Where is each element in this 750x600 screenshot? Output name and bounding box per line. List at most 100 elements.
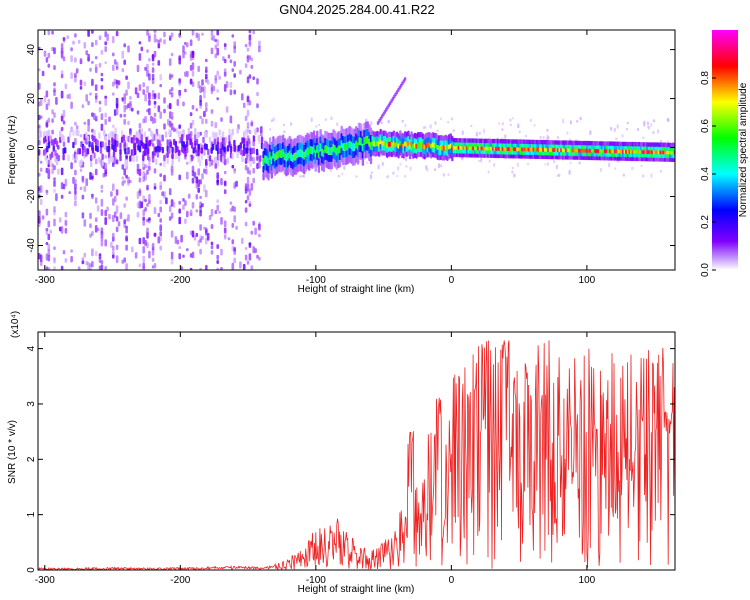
heatmap-cell [136, 211, 140, 218]
heatmap-cell [148, 101, 151, 105]
heatmap-cell [91, 248, 94, 257]
heatmap-cell [202, 136, 205, 144]
heatmap-cell [337, 175, 340, 178]
heatmap-cell [440, 164, 443, 168]
heatmap-cell [214, 210, 218, 215]
heatmap-cell [45, 57, 49, 63]
heatmap-cell [170, 212, 174, 219]
heatmap-cell [191, 70, 195, 77]
heatmap-cell [39, 130, 42, 138]
heatmap-cell [546, 134, 549, 140]
heatmap-cell [397, 165, 400, 171]
heatmap-cell [227, 54, 231, 59]
heatmap-cell [429, 124, 432, 129]
heatmap-cell [330, 116, 333, 121]
heatmap-cell [201, 32, 204, 36]
heatmap-cell [138, 146, 142, 153]
heatmap-cell [625, 127, 628, 131]
heatmap-cell [78, 148, 82, 155]
heatmap-cell [94, 115, 98, 120]
heatmap-cell [77, 39, 81, 44]
heatmap-cell [53, 257, 56, 261]
heatmap-cell [256, 91, 259, 97]
heatmap-cell [62, 141, 66, 147]
heatmap-cell [250, 230, 254, 235]
heatmap-cell [60, 92, 64, 97]
heatmap-cell [94, 84, 98, 92]
heatmap-cell [241, 93, 244, 101]
heatmap-cell [74, 33, 77, 38]
heatmap-cell [39, 185, 43, 193]
heatmap-cell [94, 95, 98, 101]
heatmap-cell [96, 139, 99, 147]
figure-title: GN04.2025.284.00.41.R22 [279, 2, 434, 17]
heatmap-cell [100, 72, 104, 77]
heatmap-cell [392, 171, 395, 175]
heatmap-cell [123, 179, 126, 184]
heatmap-cell [148, 162, 151, 166]
heatmap-cell [72, 40, 75, 45]
heatmap-cell [178, 216, 181, 225]
heatmap-cell [566, 131, 569, 135]
heatmap-cell [38, 82, 41, 90]
heatmap-cell [205, 66, 208, 73]
heatmap-cell [55, 193, 58, 202]
heatmap-cell [51, 151, 54, 158]
heatmap-cell [650, 123, 653, 128]
heatmap-cell [93, 129, 96, 137]
heatmap-cell [223, 230, 227, 238]
heatmap-cell [115, 226, 119, 233]
heatmap-cell [89, 67, 92, 72]
heatmap-cell [146, 184, 149, 190]
heatmap-cell [201, 86, 204, 92]
heatmap-cell [45, 242, 49, 246]
heatmap-cell [146, 227, 149, 233]
heatmap-cell [252, 157, 255, 164]
heatmap-cell [178, 246, 181, 250]
heatmap-cell [246, 260, 250, 265]
heatmap-cell [104, 209, 107, 217]
heatmap-cell [151, 73, 155, 81]
heatmap-cell [242, 102, 246, 109]
heatmap-cell [89, 233, 92, 238]
heatmap-cell [104, 46, 107, 53]
heatmap-cell [248, 30, 252, 34]
heatmap-cell [149, 115, 153, 122]
heatmap-cell [223, 46, 227, 51]
heatmap-cell [210, 250, 214, 255]
heatmap-cell [191, 30, 195, 36]
heatmap-cell [60, 167, 64, 176]
heatmap-cell [94, 197, 98, 204]
heatmap-cell [98, 62, 102, 68]
heatmap-cell [100, 85, 104, 90]
heatmap-cell [104, 217, 107, 226]
heatmap-cell [47, 117, 51, 123]
heatmap-cell [223, 158, 227, 166]
heatmap-cell [301, 175, 304, 178]
heatmap-cell [233, 139, 236, 147]
heatmap-cell [171, 146, 174, 154]
heatmap-cell [116, 134, 119, 141]
y-tick-label: 40 [26, 44, 37, 56]
heatmap-cell [129, 155, 132, 162]
heatmap-cell [153, 168, 157, 174]
colorbar-tick-label: 0.2 [700, 215, 711, 229]
heatmap-cell [172, 201, 176, 208]
heatmap-cell [159, 185, 162, 191]
heatmap-cell [546, 162, 549, 166]
heatmap-cell [269, 128, 272, 131]
heatmap-cell [62, 37, 66, 41]
heatmap-cell [182, 204, 185, 210]
heatmap-cell [91, 78, 94, 87]
heatmap-cell [191, 62, 195, 70]
heatmap-cell [38, 172, 41, 177]
heatmap-cell [132, 137, 135, 144]
heatmap-cell [53, 181, 56, 188]
heatmap-cell [199, 131, 202, 136]
heatmap-cell [235, 180, 238, 187]
heatmap-cell [127, 120, 130, 126]
heatmap-cell [250, 64, 254, 70]
heatmap-cell [336, 122, 339, 127]
heatmap-cell [148, 250, 151, 259]
heatmap-cell [250, 265, 254, 270]
